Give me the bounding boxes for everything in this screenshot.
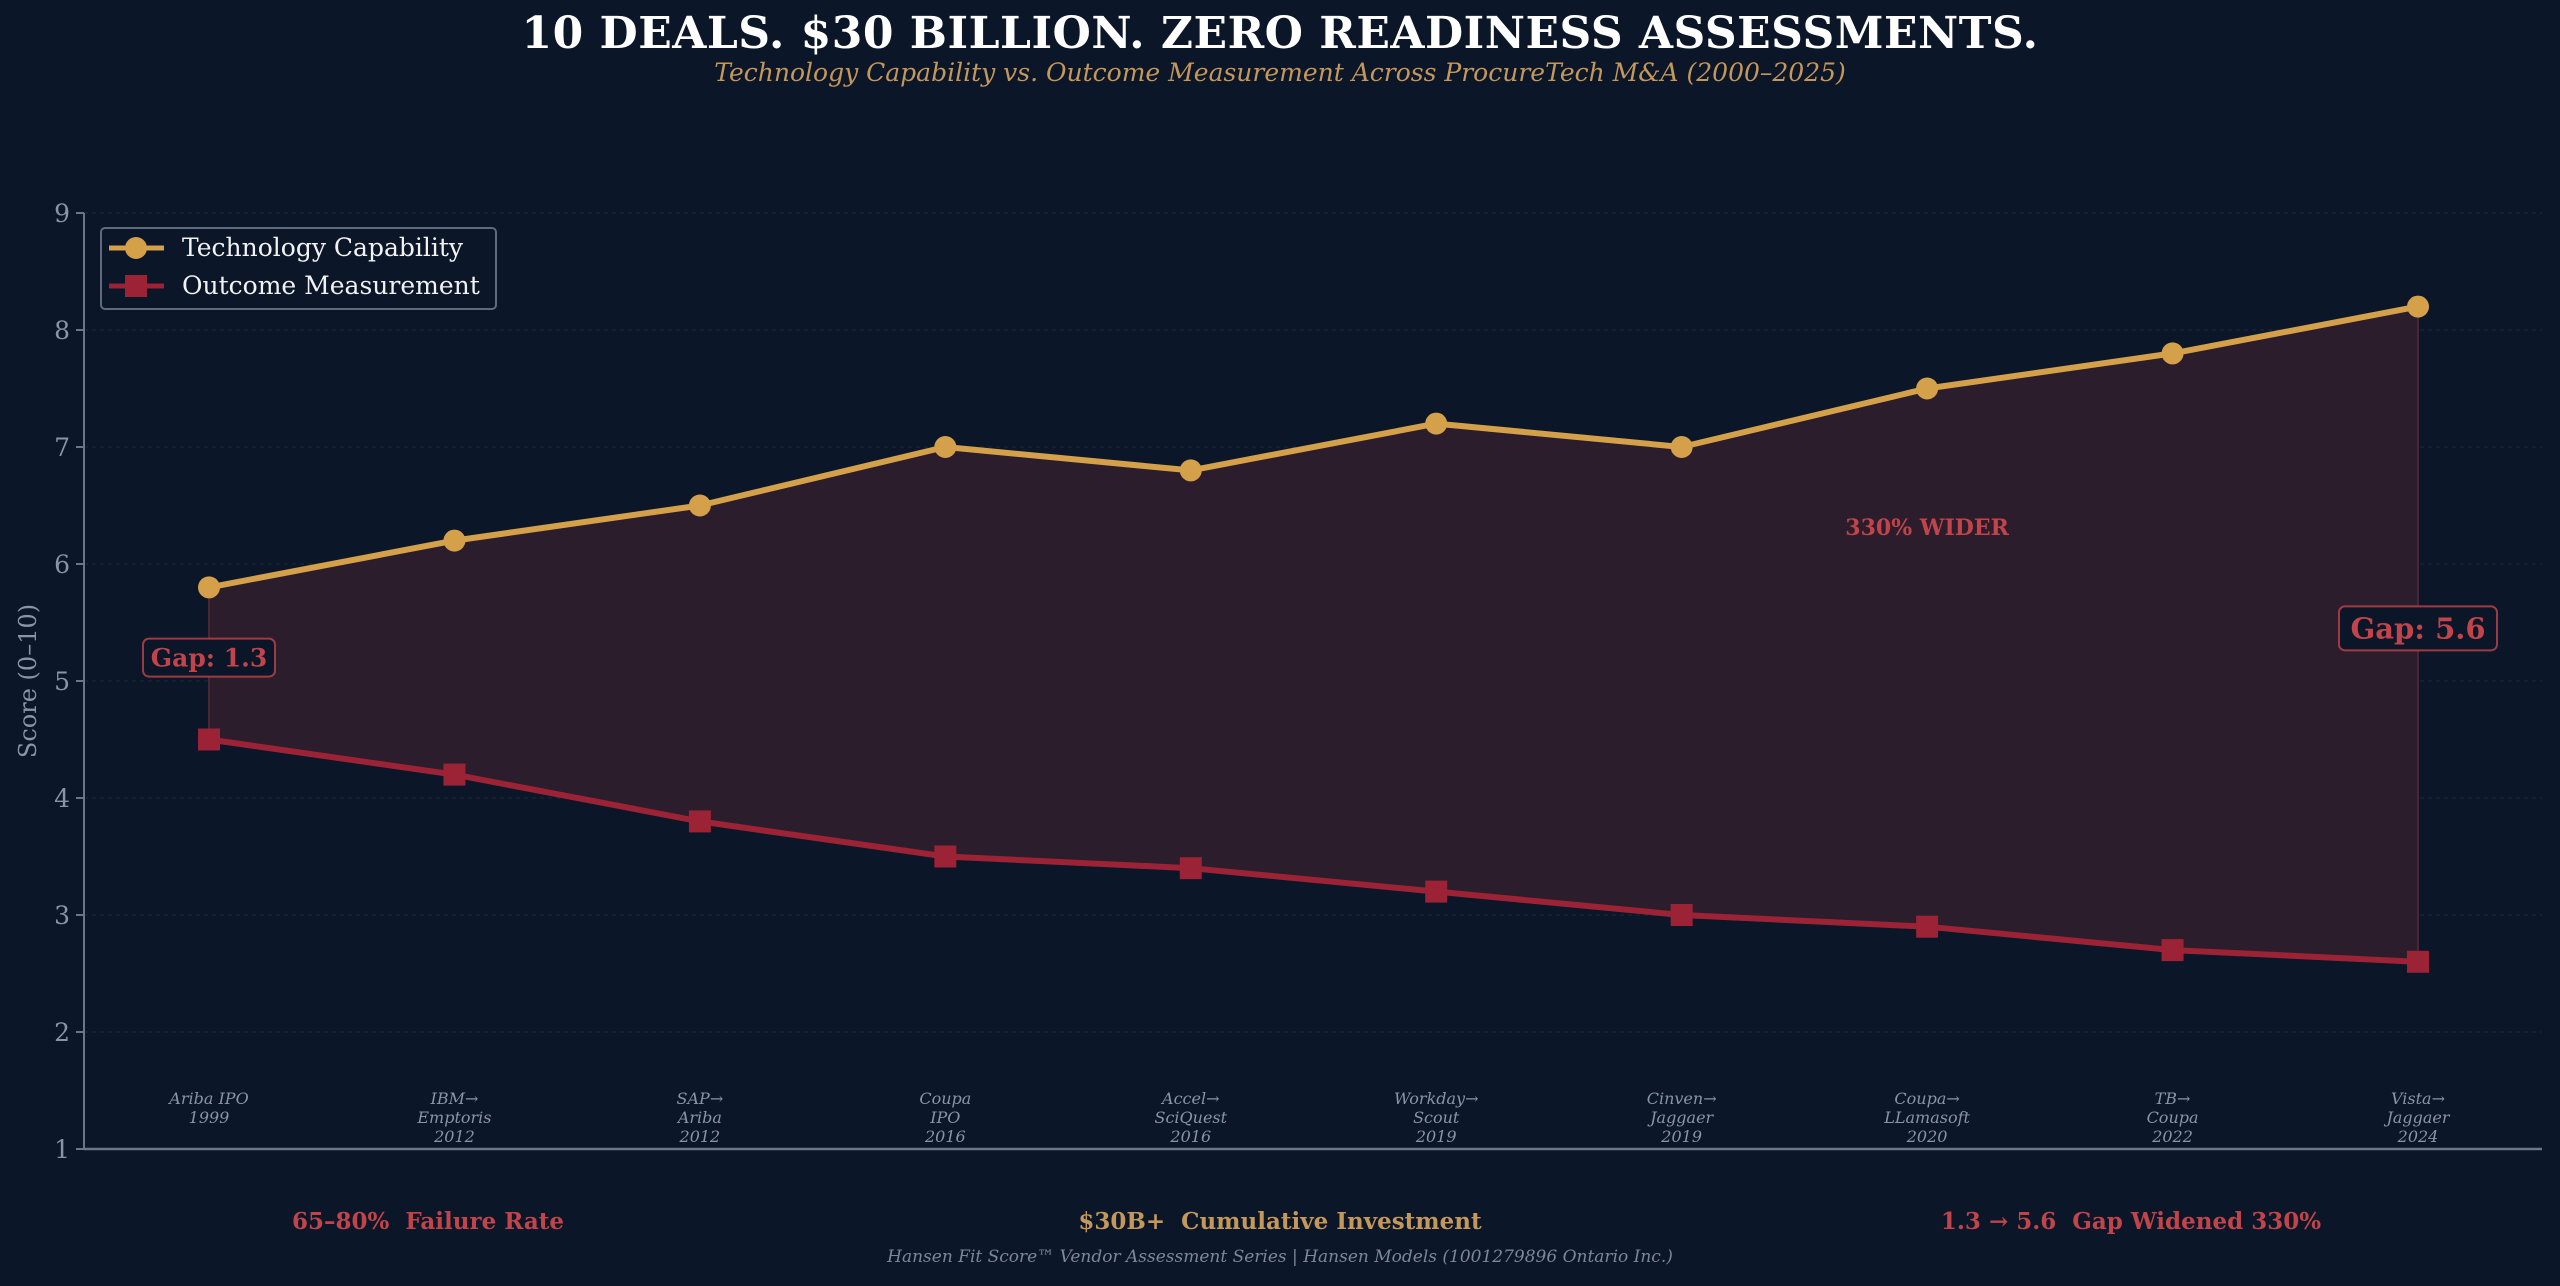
legend: Technology Capability Outcome Measuremen…: [100, 227, 497, 310]
y-tick-label: 4: [54, 784, 70, 813]
data-point-tech: [1916, 377, 1939, 400]
series-line-tech: [208, 303, 2419, 591]
stat-cumulative-investment: $30B+ Cumulative Investment: [1078, 1208, 1482, 1235]
data-point-tech: [443, 529, 466, 552]
x-tick-label: TB→ Coupa 2022: [2147, 1089, 2199, 1146]
gap-annotation-label: Gap: 5.6: [2350, 612, 2485, 646]
chart-title: 10 DEALS. $30 BILLION. ZERO READINESS AS…: [521, 8, 2039, 59]
x-tick-label: IBM→ Emptoris 2012: [416, 1089, 491, 1146]
data-point-tech: [1179, 459, 1202, 482]
y-tick-label: 9: [54, 199, 70, 228]
data-point-outcome: [2161, 939, 2184, 962]
gap-annotation-box: [142, 637, 276, 678]
x-tick-label: Vista→ Jaggaer 2024: [2383, 1089, 2450, 1146]
x-tick-label: Ariba IPO 1999: [167, 1089, 248, 1127]
data-point-outcome: [1179, 857, 1202, 880]
x-tick-label: Accel→ SciQuest 2016: [1154, 1089, 1227, 1146]
y-tick-label: 3: [54, 901, 70, 930]
data-point-outcome: [1916, 915, 1939, 938]
data-point-tech: [1670, 436, 1693, 458]
data-point-outcome: [198, 728, 220, 751]
x-tick-label: Workday→ Scout 2019: [1394, 1089, 1479, 1146]
legend-label-tech: Technology Capability: [182, 233, 464, 262]
legend-label-outcome: Outcome Measurement: [182, 271, 480, 300]
axes: 1 2 3 4 5 6 7 8 9: [54, 199, 2542, 1164]
data-point-outcome: [443, 763, 466, 786]
gap-fill-area: [209, 306, 2418, 962]
data-point-tech: [688, 494, 711, 517]
legend-circle-marker-icon: [125, 237, 147, 259]
stat-failure-rate: 65–80% Failure Rate: [291, 1208, 565, 1235]
legend-square-marker-icon: [125, 275, 147, 297]
x-tick-labels: Ariba IPO 1999 IBM→ Emptoris 2012 SAP→ Ariba 20…: [167, 1089, 2451, 1146]
y-tick-label: 8: [54, 316, 70, 345]
data-point-outcome: [1670, 904, 1693, 926]
data-point-tech: [934, 436, 957, 458]
wider-annotation-label: 330% WIDER: [1845, 515, 2009, 541]
footer-credit: Hansen Fit Score™ Vendor Assessment Seri…: [887, 1247, 1673, 1267]
data-point-outcome: [688, 810, 711, 833]
chart-subtitle: Technology Capability vs. Outcome Measur…: [714, 58, 1846, 87]
data-point-outcome: [2407, 950, 2429, 973]
data-point-tech: [1425, 412, 1448, 435]
series-line-outcome: [208, 736, 2419, 965]
y-tick-label: 2: [54, 1018, 70, 1047]
series-group: [198, 295, 2429, 973]
y-tick-label: 6: [54, 550, 70, 579]
x-tick-label: Coupa IPO 2016: [919, 1089, 971, 1146]
y-tick-label: 1: [54, 1135, 70, 1164]
data-point-tech: [198, 576, 220, 599]
y-tick-label: 7: [54, 433, 70, 462]
gap-annotation-box: [2338, 605, 2498, 652]
data-point-tech: [2407, 295, 2429, 318]
data-point-tech: [2161, 342, 2184, 365]
annotations: Gap: 1.3 Gap: 5.6 330% WIDER: [142, 515, 2498, 678]
x-tick-label: Cinven→ Jaggaer 2019: [1647, 1089, 1717, 1146]
stat-gap-widened: 1.3 → 5.6 Gap Widened 330%: [1940, 1208, 2322, 1235]
gap-annotation-label: Gap: 1.3: [151, 643, 267, 672]
x-tick-label: Coupa→ LLamasoft 2020: [1883, 1089, 1970, 1146]
y-tick-label: 5: [54, 667, 70, 696]
data-point-outcome: [934, 845, 957, 868]
data-point-outcome: [1425, 880, 1448, 903]
x-tick-label: SAP→ Ariba 2012: [676, 1089, 723, 1146]
y-axis-label: Score (0–10): [14, 604, 42, 758]
